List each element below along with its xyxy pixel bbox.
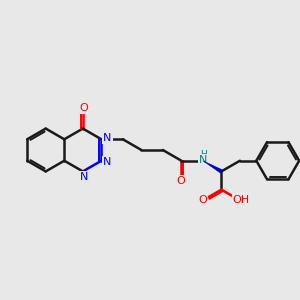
- Text: N: N: [199, 155, 207, 165]
- Text: O: O: [79, 103, 88, 113]
- Text: N: N: [80, 172, 88, 182]
- Text: H: H: [200, 150, 206, 159]
- Polygon shape: [203, 161, 222, 173]
- Text: OH: OH: [232, 195, 250, 206]
- Text: O: O: [199, 195, 207, 206]
- Text: O: O: [176, 176, 185, 186]
- Text: N: N: [103, 133, 112, 142]
- Text: N: N: [103, 157, 112, 167]
